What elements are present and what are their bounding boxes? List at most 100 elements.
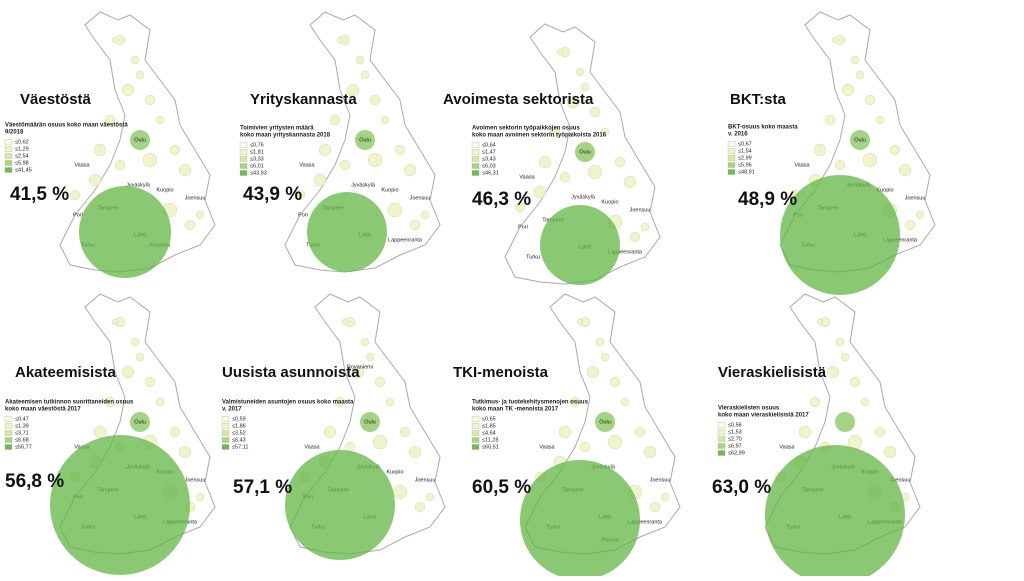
- region-bubble: [121, 83, 135, 97]
- region-bubble: [849, 376, 861, 388]
- city-label: Pori: [298, 212, 308, 218]
- city-label: Rovaniemi: [347, 364, 373, 370]
- legend-title: Toimivien yritysten määrä: [240, 126, 314, 132]
- city-label: Jyväskylä: [126, 182, 151, 188]
- legend-swatch: [717, 436, 726, 442]
- region-bubble: [600, 127, 610, 137]
- region-bubble: [88, 173, 102, 187]
- city-label: Lappeenranta: [883, 237, 918, 243]
- legend-title: Valmistuneiden asuntojen osuus koko maas…: [222, 400, 354, 406]
- city-label: Oulu: [134, 137, 146, 143]
- legend-title: Avoimen sektorin työpaikkojen osuus: [472, 126, 580, 132]
- legend-item: ≤3,43: [482, 156, 496, 162]
- legend-item: ≤0,56: [728, 422, 742, 428]
- region-bubble: [840, 352, 850, 362]
- legend-item: ≤0,65: [482, 416, 496, 422]
- region-bubble: [178, 163, 192, 177]
- region-bubble: [620, 397, 630, 407]
- legend-title: v. 2017: [222, 407, 242, 413]
- region-bubble: [318, 143, 332, 157]
- region-bubble: [130, 412, 150, 432]
- legend: Avoimen sektorin työpaikkojen osuuskoko …: [471, 126, 607, 176]
- city-label: Joensuu: [415, 477, 436, 483]
- region-bubble: [831, 36, 839, 44]
- region-bubble: [559, 171, 571, 183]
- region-bubble: [607, 434, 623, 450]
- share-value: 46,3 %: [472, 189, 531, 210]
- city-label: Kuopio: [381, 187, 398, 193]
- map-panel: VaasaJyväskyläKuopioJoensuuTampereLahtiT…: [712, 293, 921, 581]
- legend-item: ≤1,47: [482, 149, 496, 155]
- region-bubble: [589, 106, 601, 118]
- legend-swatch: [717, 450, 726, 456]
- city-label: Kuopio: [601, 199, 618, 205]
- legend-item: ≤1,85: [482, 423, 496, 429]
- region-bubble: [586, 365, 600, 379]
- map-panel: OuluVaasaJyväskyläKuopioJoensuuPoriTampe…: [4, 293, 216, 575]
- city-label: Vaasa: [299, 162, 315, 168]
- region-bubble: [514, 201, 526, 213]
- region-bubble: [355, 130, 375, 150]
- region-bubble: [334, 396, 346, 408]
- capital-region-circle: [285, 450, 395, 560]
- city-label: Joensuu: [890, 477, 911, 483]
- region-bubble: [142, 152, 158, 168]
- legend-swatch: [727, 155, 736, 161]
- legend-item: ≤0,62: [15, 139, 29, 145]
- region-bubble: [360, 70, 370, 80]
- region-bubble: [403, 163, 417, 177]
- region-bubble: [850, 130, 870, 150]
- legend-swatch: [221, 430, 230, 436]
- region-bubble: [93, 425, 107, 439]
- legend-title: Vieraskielisten osuus: [718, 406, 780, 412]
- region-bubble: [649, 501, 661, 513]
- legend-item: ≤6,43: [232, 437, 246, 443]
- city-label: Oulu: [599, 419, 611, 425]
- region-bubble: [369, 94, 381, 106]
- legend-item: ≤1,81: [250, 149, 264, 155]
- legend-swatch: [239, 170, 248, 176]
- region-bubble: [660, 492, 670, 502]
- capital-region-circle: [765, 445, 905, 581]
- region-bubble: [834, 159, 846, 171]
- legend-swatch: [221, 416, 230, 422]
- legend-item: ≤0,59: [232, 416, 246, 422]
- region-bubble: [341, 318, 349, 326]
- region-bubble: [538, 155, 552, 169]
- region-bubble: [600, 352, 610, 362]
- region-bubble: [184, 219, 196, 231]
- region-bubble: [587, 164, 603, 180]
- legend-title: v. 2016: [728, 132, 748, 138]
- region-bubble: [104, 396, 116, 408]
- region-bubble: [329, 114, 341, 126]
- legend-swatch: [4, 444, 13, 450]
- region-bubble: [394, 144, 406, 156]
- region-bubble: [111, 36, 119, 44]
- legend-item: ≤11,28: [482, 437, 498, 443]
- panel-title: Avoimesta sektorista: [443, 91, 594, 108]
- legend-swatch: [4, 430, 13, 436]
- region-bubble: [360, 337, 370, 347]
- region-bubble: [313, 173, 327, 187]
- legend-swatch: [717, 429, 726, 435]
- legend-title: koko maan TK -menoista 2017: [472, 407, 559, 413]
- region-bubble: [144, 376, 156, 388]
- legend-item: ≤1,86: [232, 423, 246, 429]
- legend-item: ≤6,97: [728, 443, 742, 449]
- legend-swatch: [4, 139, 13, 145]
- city-label: Lappeenranta: [388, 237, 423, 243]
- region-bubble: [809, 396, 821, 408]
- region-bubble: [556, 48, 564, 56]
- legend-swatch: [239, 163, 248, 169]
- city-label: Pori: [518, 224, 528, 230]
- region-bubble: [355, 55, 365, 65]
- legend-swatch: [239, 156, 248, 162]
- city-label: Oulu: [359, 137, 371, 143]
- region-bubble: [294, 189, 306, 201]
- legend-swatch: [4, 153, 13, 159]
- legend-swatch: [471, 149, 480, 155]
- region-bubble: [367, 152, 383, 168]
- legend-title: Tutkimus- ja tuotekehitysmenojen osuus: [472, 400, 589, 406]
- region-bubble: [365, 352, 375, 362]
